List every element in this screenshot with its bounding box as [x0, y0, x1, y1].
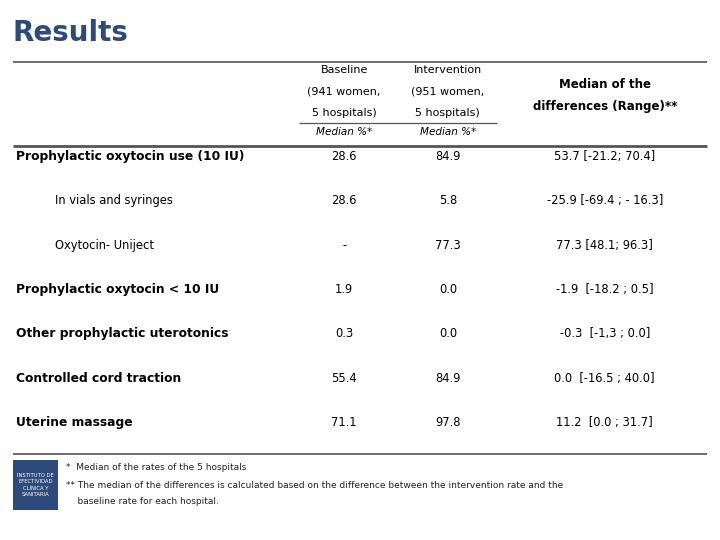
- Text: Oxytocin- Uniject: Oxytocin- Uniject: [55, 239, 154, 252]
- Text: 28.6: 28.6: [331, 194, 357, 207]
- Text: Median of the: Median of the: [559, 78, 651, 91]
- Text: 77.3: 77.3: [435, 239, 461, 252]
- Text: -: -: [342, 239, 346, 252]
- Text: Other prophylactic uterotonics: Other prophylactic uterotonics: [16, 327, 228, 340]
- Text: -1.9  [-18.2 ; 0.5]: -1.9 [-18.2 ; 0.5]: [556, 283, 654, 296]
- Text: differences (Range)**: differences (Range)**: [533, 100, 677, 113]
- Text: Uterine massage: Uterine massage: [16, 416, 132, 429]
- Text: 28.6: 28.6: [331, 150, 357, 163]
- Text: 1.9: 1.9: [335, 283, 354, 296]
- Text: 0.0: 0.0: [438, 327, 457, 340]
- Text: 97.8: 97.8: [435, 416, 461, 429]
- Text: 55.4: 55.4: [331, 372, 357, 384]
- Text: 71.1: 71.1: [331, 416, 357, 429]
- Text: Baseline: Baseline: [320, 65, 368, 75]
- Text: INSTITUTO DE
EFECTIVIDAD
CLÍNICA Y
SANITARIA: INSTITUTO DE EFECTIVIDAD CLÍNICA Y SANIT…: [17, 472, 54, 497]
- Text: 0.0  [-16.5 ; 40.0]: 0.0 [-16.5 ; 40.0]: [554, 372, 655, 384]
- Text: 0.3: 0.3: [335, 327, 354, 340]
- Text: (951 women,: (951 women,: [411, 86, 485, 97]
- Text: Prophylactic oxytocin < 10 IU: Prophylactic oxytocin < 10 IU: [16, 283, 219, 296]
- FancyBboxPatch shape: [13, 460, 58, 510]
- Text: 5 hospitals): 5 hospitals): [415, 108, 480, 118]
- Text: -0.3  [-1,3 ; 0.0]: -0.3 [-1,3 ; 0.0]: [559, 327, 650, 340]
- Text: ** The median of the differences is calculated based on the difference between t: ** The median of the differences is calc…: [66, 481, 564, 490]
- Text: In vials and syringes: In vials and syringes: [55, 194, 174, 207]
- Text: Controlled cord traction: Controlled cord traction: [16, 372, 181, 384]
- Text: Results: Results: [13, 19, 129, 47]
- Text: 11.2  [0.0 ; 31.7]: 11.2 [0.0 ; 31.7]: [557, 416, 653, 429]
- Text: -25.9 [-69.4 ; - 16.3]: -25.9 [-69.4 ; - 16.3]: [546, 194, 663, 207]
- Text: 5 hospitals): 5 hospitals): [312, 108, 377, 118]
- Text: 53.7 [-21.2; 70.4]: 53.7 [-21.2; 70.4]: [554, 150, 655, 163]
- Text: Intervention: Intervention: [414, 65, 482, 75]
- Text: 84.9: 84.9: [435, 150, 461, 163]
- Text: 84.9: 84.9: [435, 372, 461, 384]
- Text: 77.3 [48.1; 96.3]: 77.3 [48.1; 96.3]: [557, 239, 653, 252]
- Text: Prophylactic oxytocin use (10 IU): Prophylactic oxytocin use (10 IU): [16, 150, 244, 163]
- Text: baseline rate for each hospital.: baseline rate for each hospital.: [66, 497, 219, 506]
- Text: 0.0: 0.0: [438, 283, 457, 296]
- Text: 5.8: 5.8: [438, 194, 457, 207]
- Text: (941 women,: (941 women,: [307, 86, 381, 97]
- Text: Median %*: Median %*: [316, 127, 372, 137]
- Text: *  Median of the rates of the 5 hospitals: * Median of the rates of the 5 hospitals: [66, 463, 247, 472]
- Text: Median %*: Median %*: [420, 127, 476, 137]
